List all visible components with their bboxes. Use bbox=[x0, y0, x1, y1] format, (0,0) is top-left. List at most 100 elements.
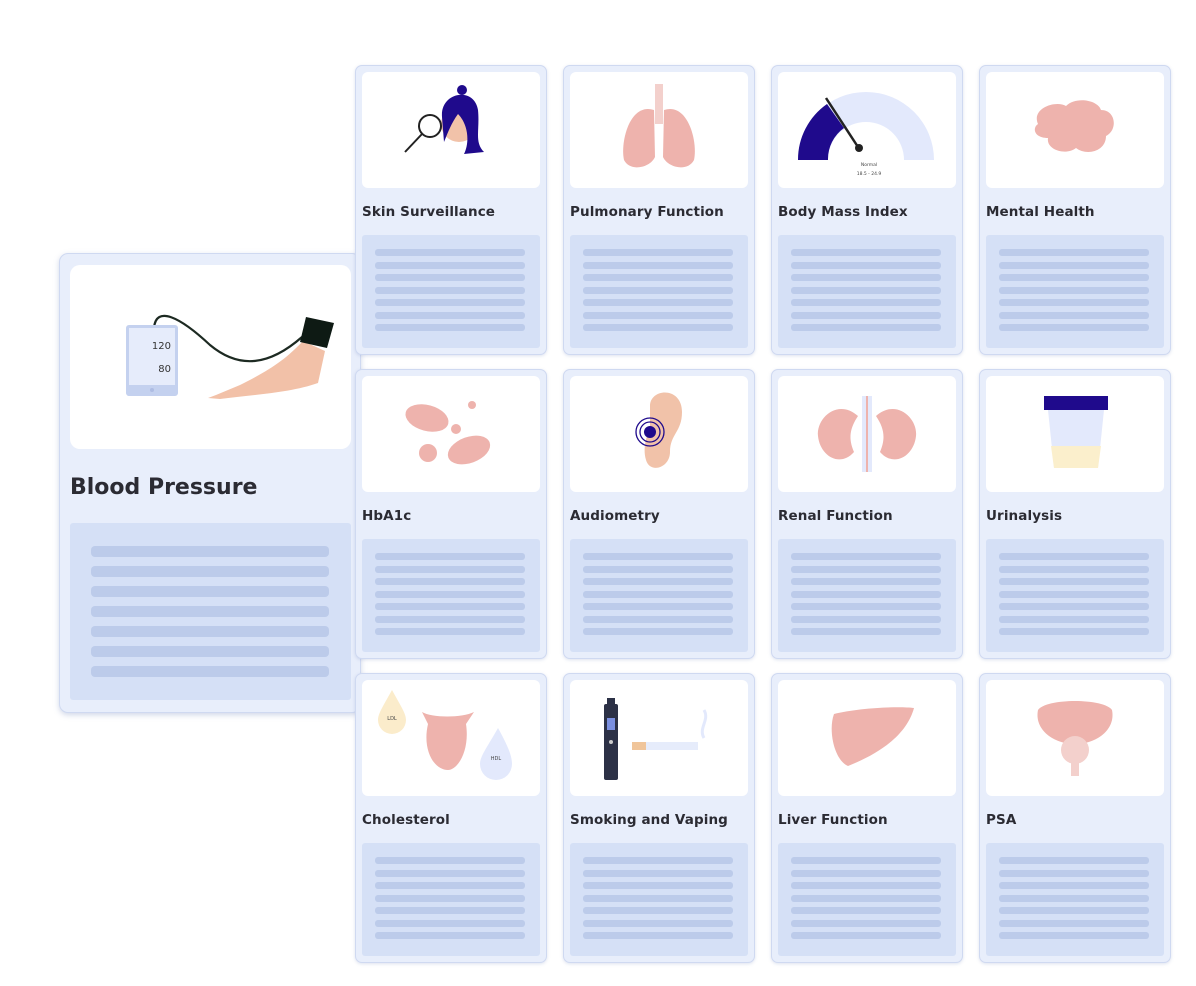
content-placeholder bbox=[986, 843, 1164, 956]
placeholder-line bbox=[791, 553, 941, 560]
featured-card-title: Blood Pressure bbox=[70, 475, 258, 500]
placeholder-line bbox=[583, 894, 733, 902]
card-urinalysis[interactable]: Urinalysis bbox=[979, 369, 1171, 659]
placeholder-line bbox=[791, 565, 941, 573]
card-skin-surveillance[interactable]: Skin Surveillance bbox=[355, 65, 547, 355]
placeholder-line bbox=[583, 590, 733, 598]
placeholder-line bbox=[999, 628, 1149, 635]
placeholder-line bbox=[583, 882, 733, 889]
placeholder-line bbox=[583, 603, 733, 610]
placeholder-line bbox=[791, 286, 941, 294]
placeholder-line bbox=[583, 615, 733, 623]
placeholder-line bbox=[375, 274, 525, 281]
placeholder-line bbox=[375, 553, 525, 560]
placeholder-line bbox=[583, 628, 733, 635]
card-psa[interactable]: PSA bbox=[979, 673, 1171, 963]
content-placeholder bbox=[986, 235, 1164, 348]
placeholder-line bbox=[583, 857, 733, 864]
ear-icon bbox=[570, 376, 748, 492]
placeholder-line bbox=[999, 932, 1149, 939]
card-hba1c[interactable]: HbA1c bbox=[355, 369, 547, 659]
card-liver-function[interactable]: Liver Function bbox=[771, 673, 963, 963]
placeholder-line bbox=[791, 882, 941, 889]
content-placeholder bbox=[778, 539, 956, 652]
placeholder-line bbox=[583, 261, 733, 269]
placeholder-line bbox=[375, 261, 525, 269]
placeholder-line bbox=[791, 578, 941, 585]
card-pulmonary-function[interactable]: Pulmonary Function bbox=[563, 65, 755, 355]
card-audiometry[interactable]: Audiometry bbox=[563, 369, 755, 659]
placeholder-line bbox=[999, 324, 1149, 331]
placeholder-line bbox=[583, 565, 733, 573]
placeholder-line bbox=[999, 603, 1149, 610]
placeholder-line bbox=[999, 249, 1149, 256]
placeholder-line bbox=[375, 565, 525, 573]
placeholder-line bbox=[791, 603, 941, 610]
placeholder-line bbox=[999, 274, 1149, 281]
placeholder-line bbox=[999, 299, 1149, 306]
featured-card-blood-pressure[interactable]: 120 80 Blood Pressure bbox=[59, 253, 361, 713]
placeholder-line bbox=[583, 311, 733, 319]
placeholder-line bbox=[583, 869, 733, 877]
card-mental-health[interactable]: Mental Health bbox=[979, 65, 1171, 355]
placeholder-line bbox=[375, 869, 525, 877]
placeholder-line bbox=[583, 299, 733, 306]
placeholder-line bbox=[791, 628, 941, 635]
placeholder-line bbox=[999, 311, 1149, 319]
content-placeholder bbox=[570, 235, 748, 348]
card-title: Cholesterol bbox=[362, 812, 450, 828]
placeholder-line bbox=[999, 261, 1149, 269]
placeholder-line bbox=[375, 919, 525, 927]
placeholder-line bbox=[791, 894, 941, 902]
placeholder-line bbox=[999, 590, 1149, 598]
gauge-range: 18.5 - 24.9 bbox=[857, 171, 882, 177]
placeholder-line bbox=[791, 324, 941, 331]
liver-icon bbox=[778, 680, 956, 796]
skin-magnifier-icon bbox=[362, 72, 540, 188]
placeholder-line bbox=[375, 249, 525, 256]
placeholder-line bbox=[791, 615, 941, 623]
placeholder-line bbox=[375, 603, 525, 610]
placeholder-line bbox=[583, 932, 733, 939]
placeholder-line bbox=[583, 553, 733, 560]
placeholder-line bbox=[375, 578, 525, 585]
placeholder-line bbox=[583, 578, 733, 585]
placeholder-line bbox=[791, 299, 941, 306]
placeholder-line bbox=[791, 907, 941, 914]
placeholder-line bbox=[583, 249, 733, 256]
urine-sample-icon bbox=[986, 376, 1164, 492]
card-title: Renal Function bbox=[778, 508, 893, 524]
placeholder-line bbox=[999, 894, 1149, 902]
placeholder-line bbox=[583, 286, 733, 294]
placeholder-line bbox=[375, 857, 525, 864]
placeholder-line bbox=[375, 894, 525, 902]
placeholder-line bbox=[791, 261, 941, 269]
content-placeholder bbox=[70, 523, 351, 700]
placeholder-line bbox=[583, 907, 733, 914]
content-placeholder bbox=[986, 539, 1164, 652]
placeholder-line bbox=[999, 919, 1149, 927]
heart-drops-icon: LDL HDL bbox=[362, 680, 540, 796]
content-placeholder bbox=[362, 843, 540, 956]
placeholder-line bbox=[375, 311, 525, 319]
card-title: PSA bbox=[986, 812, 1017, 828]
card-smoking-and-vaping[interactable]: Smoking and Vaping bbox=[563, 673, 755, 963]
card-title: Smoking and Vaping bbox=[570, 812, 728, 828]
placeholder-line bbox=[583, 919, 733, 927]
card-cholesterol[interactable]: LDL HDL Cholesterol bbox=[355, 673, 547, 963]
card-body-mass-index[interactable]: Normal 18.5 - 24.9 Body Mass Index bbox=[771, 65, 963, 355]
content-placeholder bbox=[570, 843, 748, 956]
content-placeholder bbox=[778, 843, 956, 956]
lungs-icon bbox=[570, 72, 748, 188]
placeholder-line bbox=[375, 590, 525, 598]
placeholder-line bbox=[791, 919, 941, 927]
gauge-label: Normal bbox=[861, 162, 877, 168]
placeholder-line bbox=[999, 907, 1149, 914]
card-renal-function[interactable]: Renal Function bbox=[771, 369, 963, 659]
card-title: Pulmonary Function bbox=[570, 204, 724, 220]
placeholder-line bbox=[791, 932, 941, 939]
card-title: Mental Health bbox=[986, 204, 1095, 220]
placeholder-line bbox=[999, 578, 1149, 585]
placeholder-line bbox=[375, 628, 525, 635]
card-title: Liver Function bbox=[778, 812, 888, 828]
